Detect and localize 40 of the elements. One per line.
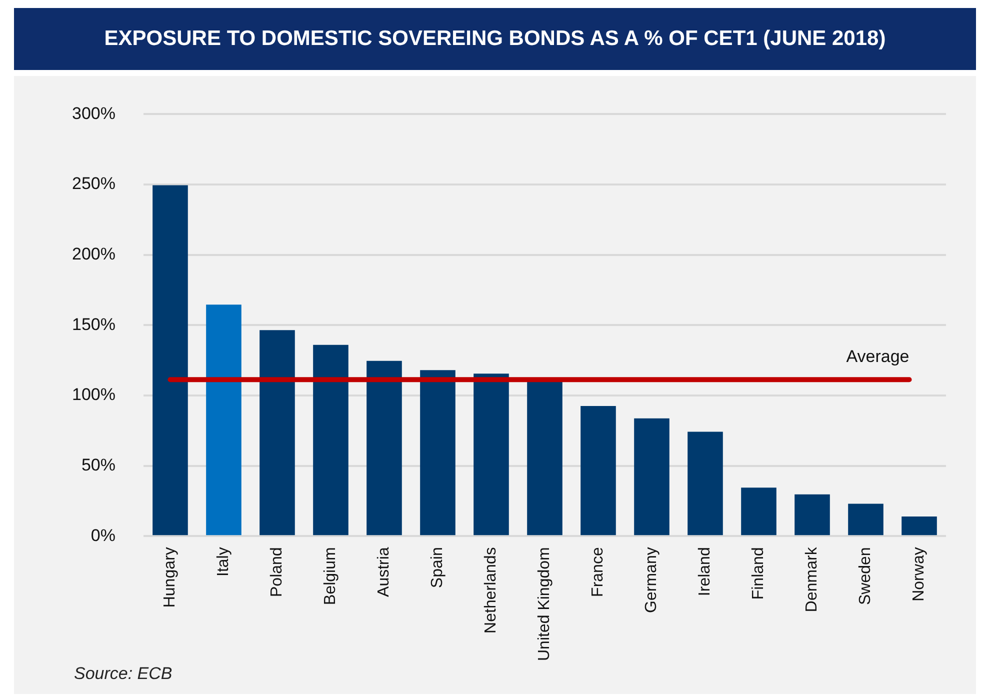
bar	[527, 380, 562, 536]
bar	[474, 374, 509, 536]
source-note: Source: ECB	[74, 664, 172, 684]
x-tick-label: Italy	[215, 547, 232, 576]
y-tick-label: 150%	[72, 314, 116, 334]
x-tick-label: Norway	[910, 547, 928, 602]
x-tick-label: Germany	[643, 547, 660, 613]
x-tick-label: Finland	[750, 547, 768, 600]
bar	[688, 432, 723, 536]
x-tick-label: Hungary	[162, 547, 179, 608]
bar	[794, 494, 830, 536]
bar	[634, 418, 670, 536]
ref-line-label: Average	[846, 346, 910, 366]
bar	[902, 516, 937, 536]
bar	[206, 304, 242, 536]
x-tick-label: France	[590, 547, 607, 597]
y-tick-label: 100%	[72, 385, 116, 404]
x-tick-label: Austria	[376, 547, 393, 597]
bar	[152, 185, 188, 536]
bar	[366, 360, 402, 536]
x-tick-label: Sweden	[857, 547, 874, 605]
x-tick-label: Poland	[268, 547, 286, 597]
y-tick-label: 200%	[72, 244, 116, 264]
bar	[313, 344, 348, 536]
y-tick-label: 300%	[72, 104, 116, 123]
x-tick-label: United Kingdom	[536, 547, 554, 661]
y-tick-label: 50%	[81, 456, 116, 475]
x-tick-label: Belgium	[322, 547, 340, 605]
chart-title: EXPOSURE TO DOMESTIC SOVEREING BONDS AS A % OF CET1 (JUNE 2018)	[14, 8, 976, 70]
y-tick-label: 250%	[72, 174, 116, 194]
bar	[580, 406, 616, 536]
x-tick-label: Netherlands	[482, 547, 500, 634]
x-tick-label: Spain	[429, 547, 446, 588]
y-tick-label: 0%	[90, 526, 116, 545]
bar	[260, 330, 295, 536]
bar	[848, 504, 884, 536]
x-tick-label: Ireland	[696, 547, 714, 596]
bar	[420, 370, 456, 536]
bar	[741, 488, 776, 536]
x-tick-label: Denmark	[804, 546, 821, 612]
